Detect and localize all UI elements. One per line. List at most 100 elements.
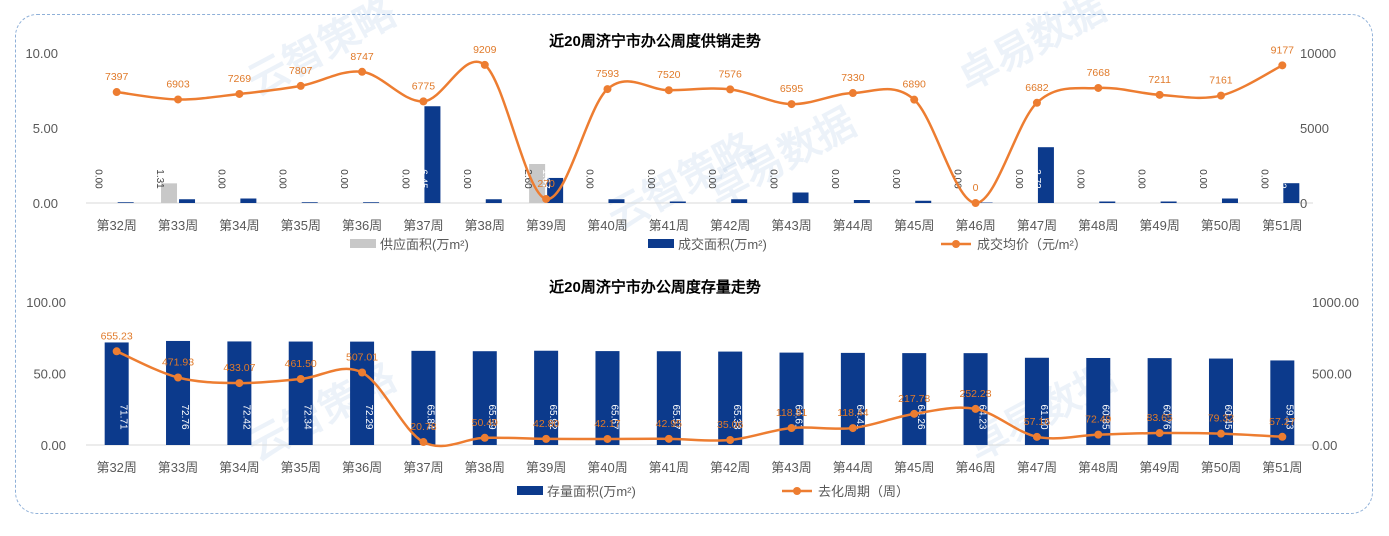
category-tick-label: 第33周: [158, 460, 198, 475]
line-data-label: 42.80: [533, 418, 559, 430]
inventory-bar: [350, 341, 375, 445]
line-data-label: 42.95: [656, 418, 682, 430]
inventory-bar: [534, 350, 559, 445]
line-point: [1032, 432, 1041, 441]
line-data-label: 7807: [289, 65, 313, 77]
line-data-label: 6890: [903, 79, 927, 91]
line-data-label: 7330: [841, 72, 865, 84]
category-tick-label: 第36周: [342, 460, 382, 475]
line-data-label: 6775: [412, 80, 436, 92]
inventory-bar-label: 64.61: [793, 404, 804, 429]
line-point: [480, 433, 489, 442]
line-point: [664, 434, 673, 443]
line-data-label: 50.49: [472, 417, 498, 429]
line-data-label: 7269: [228, 73, 252, 85]
deal-bar: [1283, 183, 1300, 203]
line-point: [971, 404, 980, 413]
category-tick-label: 第32周: [96, 460, 136, 475]
inventory-bar-label: 72.76: [179, 404, 190, 429]
line-data-label: 79.32: [1208, 413, 1234, 425]
category-tick-label: 第48周: [1078, 218, 1118, 233]
category-tick-label: 第37周: [403, 218, 443, 233]
line-data-label: 6595: [780, 83, 804, 95]
deal-bar: [424, 106, 441, 203]
category-tick-label: 第37周: [403, 460, 443, 475]
category-tick-label: 第38周: [465, 460, 505, 475]
category-tick-label: 第46周: [955, 218, 995, 233]
line-point: [664, 86, 673, 95]
inventory-bar-label: 65.92: [547, 404, 558, 429]
left-axis-tick-label: 50.00: [33, 367, 66, 382]
inventory-bar-label: 60.76: [1161, 404, 1172, 429]
legend-label: 去化周期（周）: [818, 484, 909, 499]
deal-bar-label: 1.67: [540, 169, 551, 189]
inventory-bar-label: 59.13: [1283, 404, 1294, 429]
line-point: [174, 373, 183, 382]
line-data-label: 42.17: [594, 418, 620, 430]
supply-bar-label: 0.00: [277, 169, 288, 189]
inventory-bar-label: 65.84: [424, 404, 435, 429]
inventory-bar: [1086, 357, 1111, 445]
line-point: [1278, 432, 1287, 441]
deal-bar: [117, 202, 134, 203]
line-point: [910, 409, 919, 418]
right-axis-tick-label: 1000.00: [1312, 295, 1359, 310]
inventory-bar-label: 64.41: [854, 404, 865, 429]
category-tick-label: 第39周: [526, 460, 566, 475]
inventory-bar: [288, 341, 313, 445]
supply-bar-label: 0.00: [1258, 169, 1269, 189]
line-data-label: 6903: [166, 78, 190, 90]
deal-bar-label: 3.72: [1031, 169, 1042, 189]
inventory-bar: [1270, 360, 1295, 445]
line-data-label: 0: [973, 182, 979, 194]
line-point: [419, 438, 428, 447]
inventory-bar-label: 60.45: [1222, 404, 1233, 429]
category-tick-label: 第40周: [587, 218, 627, 233]
inventory-bar-label: 61.00: [1038, 404, 1049, 429]
line-point: [358, 67, 367, 76]
legend-label: 成交面积(万m²): [678, 237, 767, 252]
line-point: [603, 434, 612, 443]
right-axis-tick-label: 5000: [1300, 121, 1329, 136]
supply-bar-label: 0.00: [583, 169, 594, 189]
left-axis-tick-label: 0.00: [41, 438, 66, 453]
line-point: [848, 89, 857, 98]
category-tick-label: 第44周: [833, 460, 873, 475]
deal-bar: [669, 201, 686, 203]
category-tick-label: 第51周: [1262, 218, 1302, 233]
category-tick-label: 第42周: [710, 218, 750, 233]
absorption-period-line: [116, 350, 1283, 448]
line-data-label: 35.06: [717, 419, 743, 431]
supply-bar-label: 0.00: [829, 169, 840, 189]
right-axis-tick-label: 10000: [1300, 46, 1336, 61]
legend-label: 供应面积(万m²): [380, 237, 469, 252]
line-point: [358, 368, 367, 377]
category-tick-label: 第41周: [649, 460, 689, 475]
inventory-bar: [656, 351, 681, 445]
line-data-label: 217.78: [898, 393, 930, 405]
category-tick-label: 第33周: [158, 218, 198, 233]
line-data-label: 655.23: [101, 330, 133, 342]
category-tick-label: 第34周: [219, 218, 259, 233]
inventory-bar-label: 72.29: [363, 404, 374, 429]
right-axis-tick-label: 0.00: [1312, 438, 1337, 453]
legend-swatch: [648, 239, 674, 248]
supply-bar: [529, 164, 546, 203]
inventory-bar-label: 64.23: [977, 404, 988, 429]
line-point: [1094, 83, 1103, 92]
inventory-bar: [1024, 357, 1049, 445]
inventory-bar: [411, 350, 436, 445]
category-tick-label: 第39周: [526, 218, 566, 233]
legend-marker: [793, 487, 801, 495]
inventory-bar-label: 60.85: [1099, 404, 1110, 429]
legend-swatch: [517, 486, 543, 495]
line-point: [1216, 429, 1225, 438]
category-tick-label: 第47周: [1017, 218, 1057, 233]
line-point: [542, 194, 551, 203]
deal-bar: [301, 202, 318, 203]
category-tick-label: 第43周: [771, 460, 811, 475]
deal-bar: [240, 198, 257, 203]
supply-bar-label: 0.00: [645, 169, 656, 189]
legend-label: 成交均价（元/m²）: [977, 237, 1087, 252]
inventory-bar: [718, 351, 743, 445]
